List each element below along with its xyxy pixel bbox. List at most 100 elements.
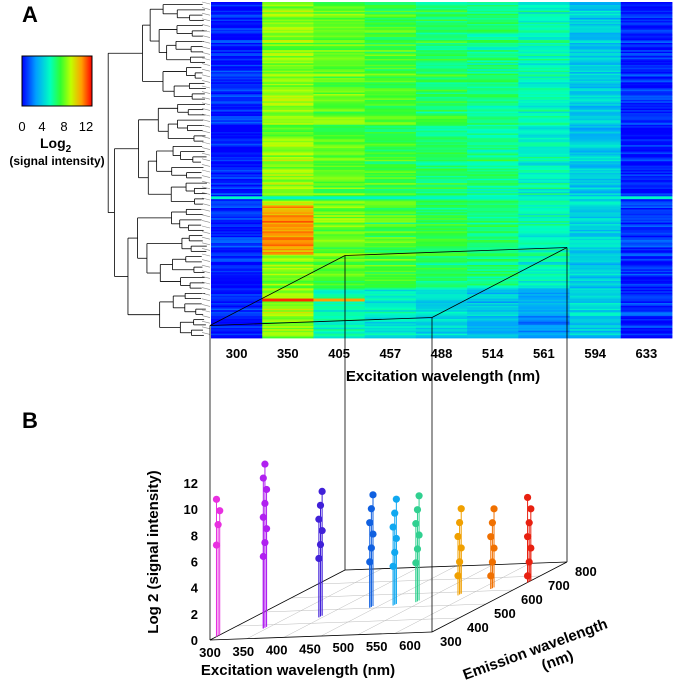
heatmap-cell <box>364 212 417 215</box>
heatmap-cell <box>518 151 570 153</box>
heatmap-cell <box>620 266 673 269</box>
heatmap-cell <box>313 139 366 142</box>
heatmap-cell <box>467 26 519 29</box>
heatmap-cell <box>518 54 570 57</box>
heatmap-cell <box>313 152 366 155</box>
stem-point <box>415 492 423 500</box>
heatmap-cell <box>518 13 570 16</box>
heatmap-cell <box>467 275 519 278</box>
heatmap-cell <box>415 111 468 114</box>
heatmap-cell <box>569 151 622 153</box>
heatmap-cell <box>364 41 417 44</box>
heatmap-cell <box>467 139 519 142</box>
heatmap-cell <box>364 216 417 219</box>
heatmap-cell <box>262 3 314 6</box>
dendrogram-leaf <box>201 124 211 128</box>
heatmap-cell <box>211 102 263 105</box>
heatmap-cell <box>262 207 314 210</box>
heatmap-cell <box>620 111 673 114</box>
heatmap-cell <box>262 304 314 307</box>
heatmap-cell <box>364 180 417 183</box>
heatmap-cell <box>364 302 417 305</box>
heatmap-cell <box>620 168 673 171</box>
stem-point <box>369 491 377 499</box>
heatmap-cell <box>313 232 366 235</box>
x-tick-350: 350 <box>232 644 254 659</box>
heatmap-cell <box>262 60 314 63</box>
stem-point <box>366 519 374 527</box>
heatmap-cell <box>313 61 366 64</box>
heatmap-cell <box>262 22 314 25</box>
heatmap-cell <box>364 143 417 146</box>
heatmap-cell <box>620 130 673 133</box>
heatmap-cell <box>518 2 570 4</box>
heatmap-cell <box>211 10 263 13</box>
heatmap-cell <box>313 9 366 12</box>
heatmap-cell <box>620 53 673 55</box>
y-tick-300: 300 <box>440 634 462 649</box>
heatmap-cell <box>415 218 468 221</box>
heatmap-cell <box>211 31 263 34</box>
heatmap-cell <box>415 31 468 34</box>
heatmap-cell <box>262 151 314 153</box>
heatmap-cell <box>467 304 519 307</box>
heatmap-cell <box>364 335 417 337</box>
heatmap-cell <box>211 98 263 101</box>
heatmap-cell <box>518 20 570 23</box>
heatmap-cell <box>569 79 622 82</box>
heatmap-cell <box>364 281 417 283</box>
heatmap-cell <box>415 32 468 35</box>
heatmap-cell <box>467 244 519 247</box>
heatmap-cell <box>518 245 570 248</box>
heatmap-cell <box>518 39 570 42</box>
heatmap-cell <box>313 215 366 218</box>
heatmap-cell <box>467 190 519 193</box>
heatmap-cell <box>467 207 519 210</box>
dendrogram-leaf <box>201 119 211 122</box>
heatmap-cell <box>211 108 263 111</box>
heatmap-cell <box>211 259 263 261</box>
heatmap-cell <box>415 2 468 4</box>
heatmap-cell <box>620 289 673 292</box>
heatmap-cell <box>569 143 622 146</box>
heatmap-cell <box>569 134 622 137</box>
heatmap-cell <box>467 118 519 121</box>
heatmap-cell <box>415 226 468 229</box>
heatmap-cell <box>313 219 366 222</box>
heatmap-cell <box>569 262 622 264</box>
heatmap-x-axis-label: Excitation wavelength (nm) <box>346 368 540 385</box>
heatmap-cell <box>569 324 622 327</box>
heatmap-cell <box>467 267 519 270</box>
heatmap-cell <box>415 186 468 188</box>
heatmap-cell <box>569 146 622 149</box>
heatmap-cell <box>211 69 263 72</box>
y-tick-400: 400 <box>467 620 489 635</box>
heatmap-cell <box>518 207 570 210</box>
heatmap-cell <box>467 51 519 54</box>
heatmap-cell <box>518 22 570 25</box>
heatmap-cell <box>313 88 366 91</box>
dendrogram-leaf <box>201 80 211 83</box>
heatmap-cell <box>569 114 622 117</box>
heatmap-cell <box>620 254 673 257</box>
heatmap-cell <box>313 254 366 257</box>
heatmap-cell <box>313 245 366 248</box>
heatmap-cell <box>364 240 417 242</box>
heatmap-cell <box>518 64 570 67</box>
heatmap-cell <box>569 207 622 210</box>
heatmap-cell <box>467 297 519 299</box>
heatmap-cell <box>364 133 417 136</box>
heatmap-cell <box>415 4 468 7</box>
heatmap-cell <box>620 96 673 99</box>
heatmap-cell <box>620 257 673 260</box>
heatmap-cell <box>262 202 314 204</box>
heatmap-cell <box>569 57 622 60</box>
heatmap-cell <box>415 89 468 92</box>
heatmap-cell <box>364 323 417 326</box>
heatmap-cell <box>262 92 314 95</box>
heatmap-cell <box>364 96 417 99</box>
heatmap-cell <box>467 60 519 63</box>
heatmap-cell <box>211 289 263 292</box>
heatmap-cell <box>415 80 468 83</box>
heatmap-cell <box>262 197 314 200</box>
